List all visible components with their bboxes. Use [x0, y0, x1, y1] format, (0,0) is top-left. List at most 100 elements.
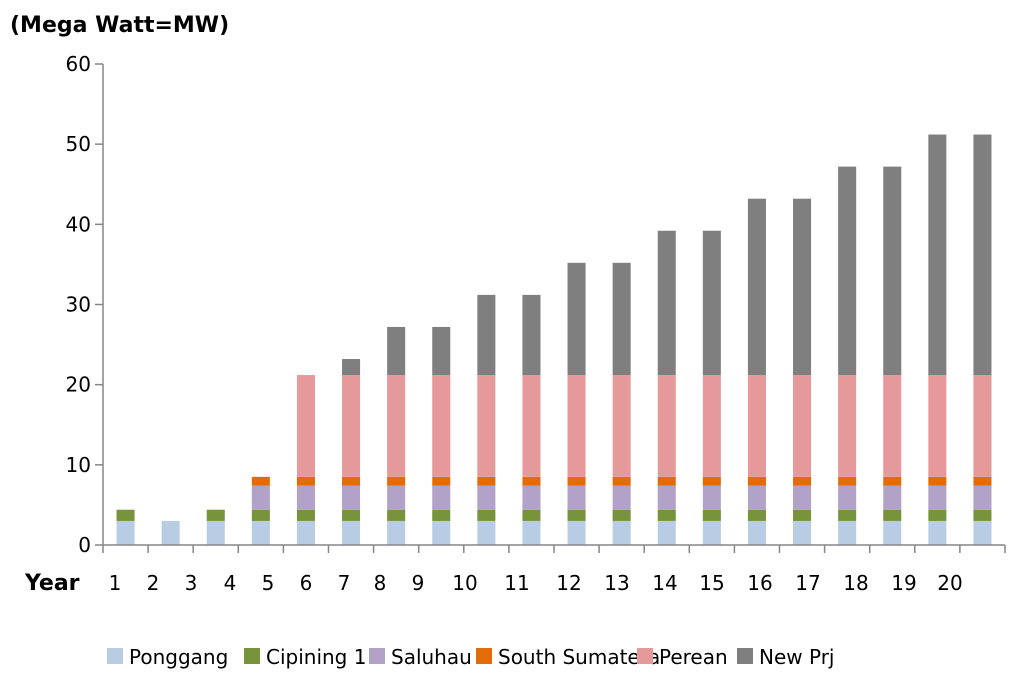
y-tick-label: 40: [66, 212, 91, 236]
bars-group: [116, 134, 992, 545]
bar-segment-cipining-1-year-6: [342, 509, 361, 521]
bar-segment-new-prj-year-18: [883, 166, 902, 376]
bar-segment-new-prj-year-7: [387, 326, 406, 376]
x-tick-label: 1: [109, 571, 122, 595]
bar-segment-cipining-1-year-5: [296, 509, 315, 521]
bar-segment-new-prj-year-17: [838, 166, 857, 376]
bar-segment-south-sumatera-year-17: [838, 476, 857, 486]
bar-segment-south-sumatera-year-11: [567, 476, 586, 486]
bar-segment-south-sumatera-year-9: [477, 476, 496, 486]
bar-segment-ponggang-year-11: [567, 520, 586, 545]
x-tick-label: 20: [937, 571, 962, 595]
bar-segment-cipining-1-year-19: [928, 509, 947, 521]
bar-segment-saluhau-year-11: [567, 485, 586, 510]
bar-segment-new-prj-year-13: [657, 230, 676, 376]
x-tick-label: 12: [556, 571, 581, 595]
bar-segment-cipining-1-year-14: [702, 509, 721, 521]
legend-label: Ponggang: [129, 645, 228, 669]
bar-segment-ponggang-year-8: [432, 520, 451, 545]
bar-segment-perean-year-14: [702, 375, 721, 477]
x-tick-label: 19: [891, 571, 916, 595]
bar-segment-new-prj-year-9: [477, 294, 496, 376]
legend: Ponggang Cipining 1 Saluhau South SumateraP…: [107, 645, 834, 669]
bar-segment-south-sumatera-year-6: [342, 476, 361, 486]
bar-segment-south-sumatera-year-15: [747, 476, 766, 486]
bar-segment-ponggang-year-19: [928, 520, 947, 545]
x-tick-label: 13: [604, 571, 629, 595]
bar-segment-ponggang-year-4: [251, 520, 270, 545]
bar-segment-south-sumatera-year-14: [702, 476, 721, 486]
legend-label: Perean: [659, 645, 728, 669]
bar-segment-ponggang-year-1: [116, 520, 135, 545]
bar-segment-perean-year-13: [657, 375, 676, 477]
bar-segment-ponggang-year-16: [793, 520, 812, 545]
bar-segment-cipining-1-year-8: [432, 509, 451, 521]
chart-title: (Mega Watt=MW): [10, 13, 229, 38]
bar-segment-perean-year-18: [883, 375, 902, 477]
bar-segment-saluhau-year-15: [747, 485, 766, 510]
y-tick-label: 20: [66, 373, 91, 397]
y-tick-label: 50: [66, 132, 91, 156]
legend-swatch: [107, 648, 123, 664]
bar-segment-south-sumatera-year-13: [657, 476, 676, 486]
bar-segment-saluhau-year-20: [973, 485, 992, 510]
bar-segment-ponggang-year-17: [838, 520, 857, 545]
bar-segment-south-sumatera-year-5: [296, 476, 315, 486]
bar-segment-cipining-1-year-18: [883, 509, 902, 521]
bar-segment-saluhau-year-7: [387, 485, 406, 510]
bar-segment-saluhau-year-12: [612, 485, 631, 510]
bar-segment-cipining-1-year-10: [522, 509, 541, 521]
x-tick-label: 17: [795, 571, 820, 595]
bar-segment-saluhau-year-10: [522, 485, 541, 510]
bar-segment-perean-year-6: [342, 375, 361, 477]
bar-segment-south-sumatera-year-20: [973, 476, 992, 486]
x-tick-label: 5: [262, 571, 275, 595]
bar-segment-saluhau-year-4: [251, 485, 270, 510]
x-ticks-group: 1 2 3 4 5 6 7 8 9 10 11 12 13 14 15 16 17 18 19 20: [102, 545, 1006, 595]
bar-segment-new-prj-year-14: [702, 230, 721, 376]
bar-segment-ponggang-year-14: [702, 520, 721, 545]
legend-label: Cipining 1: [266, 645, 366, 669]
bar-segment-south-sumatera-year-18: [883, 476, 902, 486]
x-tick-label: 10: [452, 571, 477, 595]
bar-segment-new-prj-year-6: [342, 359, 361, 376]
legend-label: South Sumatera: [498, 645, 660, 669]
bar-segment-saluhau-year-5: [296, 485, 315, 510]
bar-segment-south-sumatera-year-4: [251, 476, 270, 486]
x-tick-label: 14: [652, 571, 677, 595]
x-tick-label: 8: [374, 571, 387, 595]
legend-label: New Prj: [759, 645, 834, 669]
x-tick-label: 4: [224, 571, 237, 595]
bar-segment-ponggang-year-10: [522, 520, 541, 545]
bar-segment-saluhau-year-19: [928, 485, 947, 510]
bar-segment-new-prj-year-10: [522, 294, 541, 376]
x-axis-label: Year: [24, 571, 80, 596]
x-tick-label: 18: [843, 571, 868, 595]
bar-segment-ponggang-year-6: [342, 520, 361, 545]
bar-segment-ponggang-year-3: [206, 520, 225, 545]
legend-swatch: [244, 648, 260, 664]
bar-segment-south-sumatera-year-7: [387, 476, 406, 486]
bar-segment-cipining-1-year-11: [567, 509, 586, 521]
bar-segment-cipining-1-year-13: [657, 509, 676, 521]
bar-segment-cipining-1-year-17: [838, 509, 857, 521]
bar-segment-saluhau-year-16: [793, 485, 812, 510]
bar-segment-cipining-1-year-15: [747, 509, 766, 521]
bar-segment-perean-year-15: [747, 375, 766, 477]
bar-segment-new-prj-year-15: [747, 198, 766, 376]
bar-segment-ponggang-year-20: [973, 520, 992, 545]
legend-swatch: [637, 648, 653, 664]
bar-segment-south-sumatera-year-16: [793, 476, 812, 486]
bar-segment-new-prj-year-8: [432, 326, 451, 376]
bar-segment-new-prj-year-12: [612, 262, 631, 376]
y-tick-label: 10: [66, 453, 91, 477]
x-tick-label: 9: [412, 571, 425, 595]
bar-segment-perean-year-10: [522, 375, 541, 477]
bar-segment-perean-year-19: [928, 375, 947, 477]
bar-segment-cipining-1-year-20: [973, 509, 992, 521]
bar-segment-ponggang-year-15: [747, 520, 766, 545]
bar-segment-perean-year-17: [838, 375, 857, 477]
bar-segment-perean-year-7: [387, 375, 406, 477]
bar-segment-cipining-1-year-16: [793, 509, 812, 521]
